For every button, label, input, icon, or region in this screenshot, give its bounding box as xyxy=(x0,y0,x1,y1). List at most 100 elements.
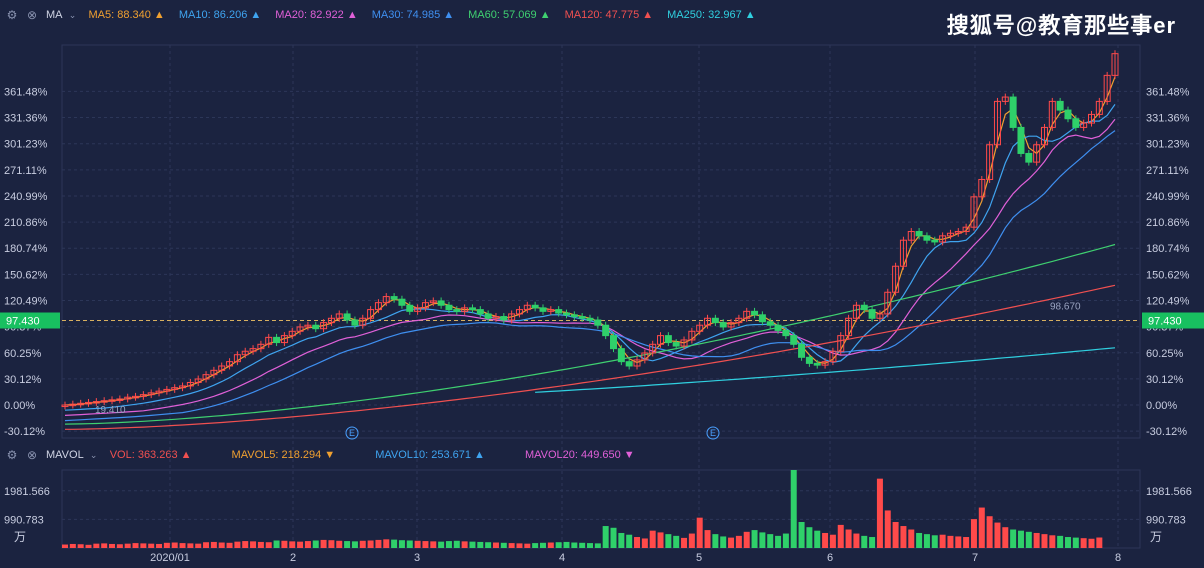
volume-bar xyxy=(500,542,507,548)
volume-bar xyxy=(328,540,335,548)
candle-body xyxy=(265,336,273,345)
candle-body xyxy=(531,304,539,309)
volume-bar xyxy=(242,541,249,548)
price-tick-label: 150.62% xyxy=(1146,269,1190,281)
x-tick-label: 6 xyxy=(827,552,833,564)
candle-body xyxy=(241,350,249,356)
candle-body xyxy=(923,235,931,241)
volume-indicator-name[interactable]: MAVOL xyxy=(46,449,84,461)
volume-bar xyxy=(210,541,217,548)
candle-body xyxy=(892,265,900,293)
volume-bar xyxy=(109,543,116,548)
candle-body xyxy=(539,307,547,312)
volume-bar xyxy=(1049,535,1056,548)
volume-bar xyxy=(720,536,727,548)
volume-bar xyxy=(422,541,429,548)
volume-bar xyxy=(610,527,617,548)
candle-body xyxy=(821,361,829,366)
volume-bar xyxy=(203,542,210,548)
indicator-name[interactable]: MA xyxy=(46,9,63,21)
volume-bar xyxy=(116,544,123,548)
volume-bar xyxy=(759,532,766,548)
candle-body xyxy=(500,316,508,321)
ma-line-ma5 xyxy=(64,76,1116,406)
price-tick-label: 0.00% xyxy=(4,400,35,412)
candle-body xyxy=(343,313,351,321)
candle-body xyxy=(461,307,469,312)
candle-body xyxy=(1033,144,1041,163)
volume-bar xyxy=(563,541,570,548)
candle-body xyxy=(374,302,382,311)
candle-body xyxy=(453,309,461,312)
volume-bar xyxy=(1002,527,1009,548)
volume-bar xyxy=(430,541,437,548)
ma-legend-4: MA60: 57.069 ▲ xyxy=(468,9,551,21)
ma-line-ma30 xyxy=(64,130,1116,422)
chevron-down-icon[interactable]: ⌄ xyxy=(89,450,98,460)
close-icon[interactable]: ⊗ xyxy=(26,8,38,22)
candle-body xyxy=(1025,152,1033,163)
candle-body xyxy=(1048,100,1056,128)
ma-legend-0: MA5: 88.340 ▲ xyxy=(88,9,165,21)
volume-bar xyxy=(939,534,946,548)
candle-body xyxy=(468,307,476,311)
volume-bar xyxy=(375,539,382,548)
volume-bar xyxy=(555,542,562,548)
gear-icon[interactable]: ⚙ xyxy=(6,448,18,462)
candle-body xyxy=(61,404,69,408)
volume-bar xyxy=(516,543,523,548)
price-tick-label: 150.62% xyxy=(4,269,48,281)
candle-body xyxy=(986,144,994,180)
volume-bar xyxy=(1096,537,1103,548)
ma-legend-list: MA5: 88.340 ▲ MA10: 86.206 ▲ MA20: 82.922 … xyxy=(89,9,770,21)
candle-body xyxy=(1111,53,1119,76)
candle-body xyxy=(633,359,641,367)
candle-body xyxy=(1072,118,1080,128)
volume-bar xyxy=(884,510,891,548)
candle-body xyxy=(570,314,578,318)
volume-bar xyxy=(226,542,233,548)
price-tick-label: 240.99% xyxy=(4,191,48,203)
price-tick-label: 301.23% xyxy=(4,139,48,151)
close-icon[interactable]: ⊗ xyxy=(26,448,38,462)
volume-bar xyxy=(62,544,68,548)
volume-bar xyxy=(712,534,719,548)
volume-bar xyxy=(649,530,656,548)
vol-legend-2: MAVOL10: 253.671 ▲ xyxy=(375,449,485,461)
candle-body xyxy=(280,335,288,344)
price-tick-label: 210.86% xyxy=(1146,217,1190,229)
x-tick-label: 2 xyxy=(290,552,296,564)
candle-body xyxy=(680,339,688,347)
volume-bar xyxy=(829,534,836,548)
volume-bar xyxy=(477,541,484,548)
chevron-down-icon[interactable]: ⌄ xyxy=(68,10,77,20)
volume-bar xyxy=(955,536,962,548)
candle-body xyxy=(782,329,790,337)
candle-body xyxy=(390,296,398,300)
candle-body xyxy=(915,231,923,237)
volume-bar xyxy=(931,535,938,548)
candle-body xyxy=(1017,126,1025,154)
volume-bar xyxy=(681,537,688,548)
volume-bar xyxy=(853,533,860,548)
candle-body xyxy=(751,310,759,316)
volume-bar xyxy=(978,507,985,548)
volume-bar xyxy=(900,526,907,548)
volume-bar xyxy=(391,539,398,548)
ma-legend-6: MA250: 32.967 ▲ xyxy=(667,9,756,21)
ma-line-ma250 xyxy=(535,347,1116,393)
candle-body xyxy=(962,226,970,233)
candle-body xyxy=(688,330,696,341)
candle-body xyxy=(657,335,665,345)
volume-bar xyxy=(657,532,664,548)
candle-body xyxy=(899,239,907,267)
candle-body xyxy=(515,309,523,315)
volume-bar xyxy=(156,543,163,548)
volume-bar xyxy=(77,544,84,548)
gear-icon[interactable]: ⚙ xyxy=(6,8,18,22)
ma-legend-5: MA120: 47.775 ▲ xyxy=(564,9,654,21)
candle-body xyxy=(805,356,813,364)
volume-bar xyxy=(351,541,358,548)
volume-bar xyxy=(547,542,554,548)
